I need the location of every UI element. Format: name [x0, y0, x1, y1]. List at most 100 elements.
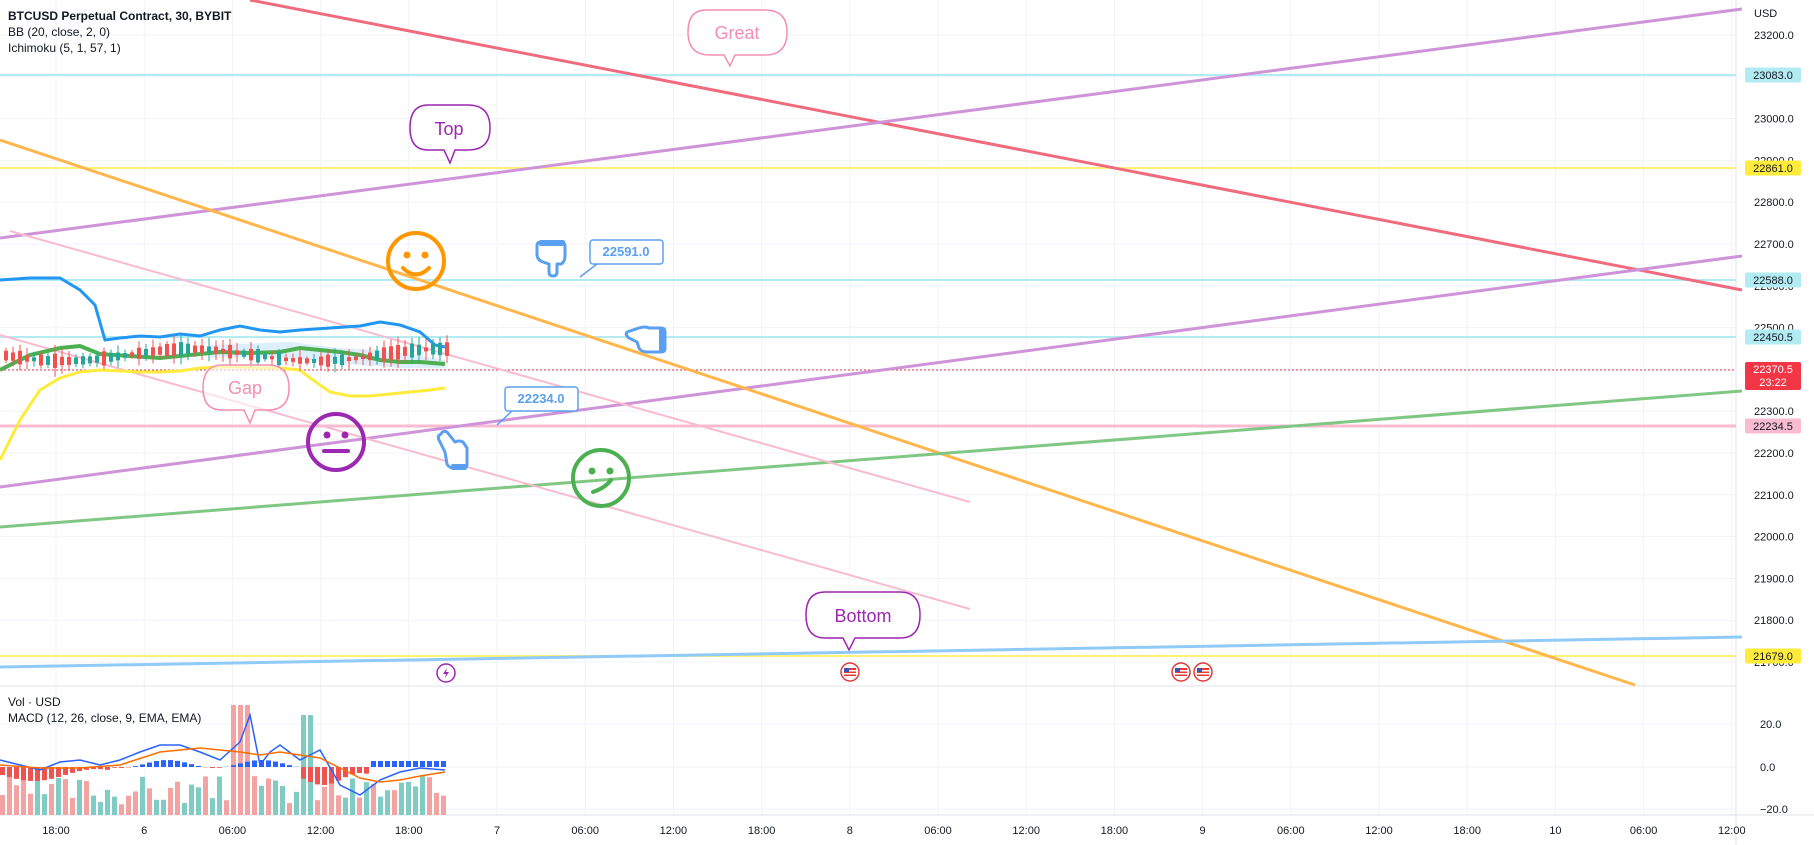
volume-indicator-label[interactable]: Vol · USD [8, 695, 61, 709]
neutral-face-icon[interactable] [306, 412, 366, 472]
time-axis[interactable]: 18:00 6 06:00 12:00 18:00 7 06:00 12:00 18:00 8 06… [42, 825, 1745, 837]
candle-body [130, 352, 134, 357]
time-tick-label: 12:00 [1718, 825, 1746, 837]
candle-body [123, 353, 127, 358]
callout-bottom-bubble [805, 591, 921, 652]
bb-upper [0, 276, 446, 349]
volume-bar [217, 776, 222, 815]
macd-hist-bar [140, 764, 145, 767]
hand-point-down-icon[interactable] [535, 240, 567, 278]
volume-bar [161, 799, 166, 815]
macd-hist-bar [413, 761, 418, 767]
candle-body [410, 343, 414, 358]
volume-bar [364, 782, 369, 815]
purple-trendline-lower[interactable] [0, 254, 1743, 489]
macd-hist-bar [420, 761, 425, 767]
bb-indicator-label[interactable]: BB (20, close, 2, 0) [8, 25, 111, 39]
time-tick-label: 18:00 [748, 825, 776, 837]
us-flag-event-icon[interactable] [1193, 662, 1213, 682]
lightning-event-icon[interactable] [436, 663, 456, 683]
volume-bar [70, 797, 75, 815]
volume-bar [266, 778, 271, 815]
price-badge-label: 22370.5 [1753, 364, 1793, 376]
red-trendline[interactable] [249, 0, 1743, 292]
countdown-label: 23:22 [1759, 377, 1787, 389]
candle-body [172, 343, 176, 356]
symbol-title[interactable]: BTCUSD Perpetual Contract, 30, BYBIT [8, 9, 232, 23]
macd-hist-bar [147, 762, 152, 767]
trend-lines [0, 0, 1743, 687]
time-tick-label: 12:00 [1012, 825, 1040, 837]
smile-face-icon[interactable] [386, 231, 446, 291]
ichimoku-indicator-label[interactable]: Ichimoku (5, 1, 57, 1) [8, 41, 121, 55]
candle-body [263, 354, 267, 360]
volume-bar [154, 799, 159, 815]
orange-trendline[interactable] [0, 138, 1636, 687]
macd-hist-bar [231, 765, 236, 767]
callout-great-text: Great [714, 23, 759, 43]
macd-hist-bar [378, 761, 383, 767]
us-flag-event-icon[interactable] [840, 662, 860, 682]
price-tick-label: 21900.0 [1754, 573, 1794, 585]
macd-hist-bar [112, 767, 117, 768]
macd-hist-bar [182, 762, 187, 767]
volume-bar [105, 789, 110, 815]
candle-body [389, 346, 393, 361]
pink-trendline-lower[interactable] [0, 334, 971, 610]
candle-body [417, 344, 421, 356]
macd-hist-bar [343, 767, 348, 778]
candle-body [319, 356, 323, 366]
price-note-22591[interactable]: 22591.0 [579, 239, 664, 278]
price-note-22234[interactable]: 22234.0 [496, 386, 579, 426]
macd-hist-bar [105, 767, 110, 770]
candle-body [242, 350, 246, 357]
time-tick-label: 10 [1549, 825, 1561, 837]
candle-body [354, 356, 358, 361]
candle-body [249, 348, 253, 361]
macd-lines [0, 712, 446, 796]
hand-point-up-left-icon[interactable] [436, 429, 469, 470]
volume-bar [49, 784, 54, 815]
volume-bar [7, 776, 12, 815]
purple-trendline-upper[interactable] [0, 7, 1743, 240]
volume-bar [14, 785, 19, 815]
volume-bar [280, 785, 285, 815]
pink-trendline-upper[interactable] [9, 230, 971, 503]
macd-indicator-label[interactable]: MACD (12, 26, close, 9, EMA, EMA) [8, 711, 202, 725]
candle-body [179, 342, 183, 357]
price-axis-currency: USD [1754, 8, 1777, 20]
price-note-text: 22591.0 [603, 244, 650, 259]
green-trendline[interactable] [0, 389, 1743, 529]
candle-body [221, 348, 225, 353]
lower-pane-legend: Vol · USD MACD (12, 26, close, 9, EMA, E… [8, 694, 201, 726]
volume-bar [378, 796, 383, 815]
horizontal-lines [0, 74, 1736, 657]
macd-hist-bar [56, 767, 61, 778]
candle-body [375, 350, 379, 360]
macd-hist-bar [217, 767, 222, 768]
hand-point-left-icon[interactable] [624, 325, 667, 354]
volume-bar [308, 715, 313, 815]
candlesticks [4, 334, 449, 377]
macd-hist-bar [7, 767, 12, 778]
callout-great[interactable]: Great [687, 9, 788, 68]
volume-bar [392, 790, 397, 815]
candle-body [361, 355, 365, 360]
volume-bar [259, 785, 264, 815]
price-note-box [504, 386, 579, 412]
callout-gap[interactable]: Gap [202, 364, 290, 425]
callout-top[interactable]: Top [409, 104, 491, 165]
blue-trendline[interactable] [0, 635, 1743, 669]
candle-body [88, 356, 92, 364]
volume-bar [252, 776, 257, 815]
price-note-box [589, 239, 664, 265]
macd-histogram [0, 760, 446, 785]
candle-body [11, 352, 15, 361]
confused-face-icon[interactable] [571, 448, 631, 508]
volume-bar [245, 705, 250, 815]
us-flag-event-icon[interactable] [1171, 662, 1191, 682]
macd-axis[interactable]: 20.0 0.0 −20.0 [1760, 719, 1788, 816]
volume-bar [98, 801, 103, 815]
callout-bottom[interactable]: Bottom [805, 591, 921, 652]
